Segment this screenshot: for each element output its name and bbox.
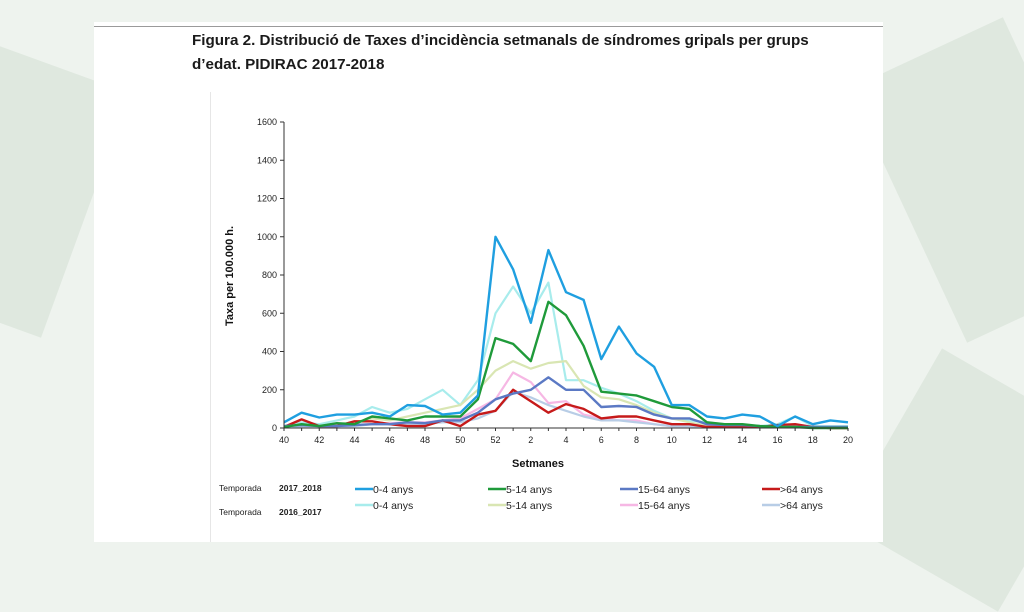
series-line-2017_2018--64-anys <box>283 388 848 430</box>
y-tick-label: 1200 <box>257 194 277 204</box>
series-lines <box>283 235 849 430</box>
legend-label: >64 anys <box>780 484 823 496</box>
x-tick-label: 44 <box>349 435 359 445</box>
figure-title-line1: Figura 2. Distribució de Taxes d’incidèn… <box>192 32 809 49</box>
legend-label: 5-14 anys <box>506 484 552 496</box>
x-tick-label: 52 <box>490 435 500 445</box>
x-tick-label: 48 <box>420 435 430 445</box>
legend-label: 5-14 anys <box>506 500 552 512</box>
figure-title: Figura 2. Distribució de Taxes d’incidèn… <box>192 29 882 77</box>
legend-season-label-2017: Temporada <box>219 483 262 493</box>
chart-panel <box>210 92 883 542</box>
series-line-2017_2018-0-4-anys <box>283 235 849 428</box>
top-rule <box>94 26 883 27</box>
legend-season-2016: 2016_2017 <box>279 507 322 517</box>
y-ticks: 0 200 400 600 800 1000 1200 1400 1600 <box>257 117 284 433</box>
legend-label: 15-64 anys <box>638 484 690 496</box>
y-tick-label: 600 <box>262 308 277 318</box>
x-tick-label: 12 <box>702 435 712 445</box>
x-axis-title: Setmanes <box>512 458 564 470</box>
legend-label: 0-4 anys <box>373 484 413 496</box>
x-tick-label: 2 <box>528 435 533 445</box>
y-tick-label: 1400 <box>257 155 277 165</box>
x-tick-label: 14 <box>737 435 747 445</box>
series-line-2017_2018-5-14-anys <box>283 300 848 430</box>
legend-label: 15-64 anys <box>638 500 690 512</box>
legend: 0-4 anys 5-14 anys 15-64 anys >64 anys 0-4 a… <box>355 484 823 512</box>
y-tick-label: 200 <box>262 385 277 395</box>
document-page: Figura 2. Distribució de Taxes d’incidèn… <box>94 22 883 542</box>
x-tick-label: 16 <box>772 435 782 445</box>
x-ticks: 40 42 44 46 48 50 52 2 4 6 8 10 12 14 16 18 20 <box>279 428 853 445</box>
y-tick-label: 400 <box>262 347 277 357</box>
x-tick-label: 42 <box>314 435 324 445</box>
x-tick-label: 4 <box>563 435 568 445</box>
y-tick-label: 800 <box>262 270 277 280</box>
x-tick-label: 18 <box>808 435 818 445</box>
figure-title-line2: d’edat. PIDIRAC 2017-2018 <box>192 56 385 73</box>
legend-label: 0-4 anys <box>373 500 413 512</box>
y-tick-label: 0 <box>272 423 277 433</box>
y-axis-title: Taxa per 100.000 h. <box>224 226 236 326</box>
x-tick-label: 46 <box>385 435 395 445</box>
legend-season-2017: 2017_2018 <box>279 483 322 493</box>
x-tick-label: 20 <box>843 435 853 445</box>
x-tick-label: 6 <box>599 435 604 445</box>
legend-season-label-2016: Temporada <box>219 507 262 517</box>
x-tick-label: 10 <box>667 435 677 445</box>
x-tick-label: 50 <box>455 435 465 445</box>
legend-label: >64 anys <box>780 500 823 512</box>
x-tick-label: 8 <box>634 435 639 445</box>
y-tick-label: 1000 <box>257 232 277 242</box>
y-tick-label: 1600 <box>257 117 277 127</box>
chart-panel-edge <box>210 92 211 542</box>
x-tick-label: 40 <box>279 435 289 445</box>
